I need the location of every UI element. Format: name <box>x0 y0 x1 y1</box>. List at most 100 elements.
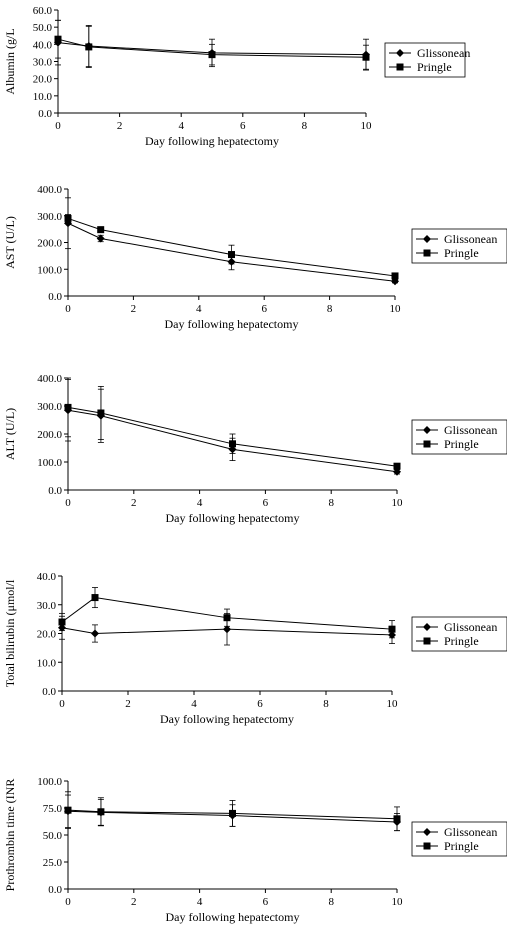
x-tick-label: 8 <box>323 698 329 710</box>
data-point <box>97 226 105 234</box>
legend-marker <box>423 828 431 836</box>
x-axis-label: Day following hepatectomy <box>166 511 300 525</box>
y-axis-label: AST (U/L) <box>3 216 17 269</box>
series-pringle <box>64 377 401 470</box>
data-point <box>85 43 93 51</box>
chart-panel-4: 0.0 10.0 20.0 30.0 40.0 0 2 4 6 8 10 Day following … <box>3 571 507 726</box>
data-point <box>64 806 72 814</box>
data-point <box>393 467 401 476</box>
y-tick-label: 300.0 <box>37 211 62 223</box>
data-point <box>91 629 99 638</box>
data-point <box>229 809 236 817</box>
data-point <box>393 815 401 823</box>
data-point <box>223 625 231 634</box>
x-tick-label: 10 <box>361 120 373 132</box>
series-line <box>57 38 367 58</box>
y-axis-label: ALT (U/L) <box>3 408 17 460</box>
legend-label: Pringle <box>417 60 452 74</box>
data-point <box>393 462 401 470</box>
legend-label: Pringle <box>444 634 479 648</box>
series-line <box>67 409 398 473</box>
x-tick-label: 6 <box>257 698 263 710</box>
legend-label: Glissonean <box>444 232 497 246</box>
series-pringle <box>64 214 399 280</box>
legend-box <box>384 42 466 78</box>
y-tick-label: 0.0 <box>48 884 62 896</box>
x-tick-label: 10 <box>390 303 402 315</box>
x-tick-label: 4 <box>196 303 202 315</box>
data-point <box>388 625 396 633</box>
chart-panel-5: 0.0 25.0 50.0 75.0 100.0 0 2 4 6 8 10 Day following… <box>3 776 507 924</box>
y-tick-label: 60.0 <box>33 5 53 17</box>
y-tick-label: 200.0 <box>37 238 62 250</box>
series-line <box>67 217 396 277</box>
legend-marker <box>423 842 431 850</box>
x-axis-label: Day following hepatectomy <box>160 712 294 726</box>
y-tick-label: 50.0 <box>43 830 63 842</box>
x-tick-label: 2 <box>131 303 137 315</box>
data-point <box>97 808 105 816</box>
x-tick-label: 10 <box>392 497 404 509</box>
x-tick-label: 2 <box>125 698 131 710</box>
y-tick-label: 25.0 <box>43 857 63 869</box>
chart-panel-3: 0.0 100.0 200.0 300.0 400.0 0 2 4 6 8 10 Day follow… <box>3 373 507 525</box>
y-tick-label: 300.0 <box>37 401 62 413</box>
y-tick-label: 100.0 <box>37 264 62 276</box>
x-tick-label: 10 <box>392 896 404 908</box>
data-point <box>97 409 105 417</box>
y-axis-label: Albumin (g/L <box>3 28 17 94</box>
series-pringle <box>58 587 396 639</box>
y-tick-label: 75.0 <box>43 803 63 815</box>
y-tick-label: 400.0 <box>37 373 62 385</box>
y-axis-label: Total bilirubin (μmol/l <box>3 579 17 687</box>
legend-marker <box>396 63 404 71</box>
x-tick-label: 6 <box>263 497 269 509</box>
legend-marker <box>423 426 431 434</box>
y-tick-label: 100.0 <box>37 457 62 469</box>
data-point <box>391 272 399 280</box>
x-tick-label: 0 <box>59 698 65 710</box>
legend-box <box>411 419 507 455</box>
x-tick-label: 4 <box>197 896 203 908</box>
legend-marker <box>423 440 431 448</box>
x-tick-label: 8 <box>327 303 333 315</box>
y-tick-label: 200.0 <box>37 429 62 441</box>
x-axis-label: Day following hepatectomy <box>165 317 299 331</box>
legend-marker <box>396 49 404 57</box>
data-point <box>64 403 72 411</box>
series-line <box>61 597 393 630</box>
legend-marker <box>423 623 431 631</box>
x-tick-label: 8 <box>328 896 334 908</box>
y-tick-label: 0.0 <box>48 291 62 303</box>
x-tick-label: 6 <box>261 303 267 315</box>
y-tick-label: 30.0 <box>33 57 53 69</box>
y-tick-label: 30.0 <box>37 600 57 612</box>
legend-label: Pringle <box>444 839 479 853</box>
series-pringle <box>64 791 401 832</box>
x-tick-label: 6 <box>263 896 269 908</box>
y-tick-label: 10.0 <box>37 657 57 669</box>
legend-marker <box>423 235 431 243</box>
data-point <box>223 614 231 622</box>
legend-box <box>411 228 507 264</box>
y-tick-label: 0.0 <box>42 686 56 698</box>
x-tick-label: 0 <box>65 303 71 315</box>
series-glissonean <box>64 378 401 476</box>
legend-marker <box>423 637 431 645</box>
legend-label: Glissonean <box>444 620 497 634</box>
chart-panel-1: 0.0 10.0 20.0 30.0 40.0 50.0 60.0 0 2 4 6 8 10 Day fo… <box>3 5 470 148</box>
x-tick-label: 4 <box>197 497 203 509</box>
data-point <box>362 53 370 61</box>
y-tick-label: 10.0 <box>33 91 53 103</box>
data-point <box>228 251 235 259</box>
series-line <box>67 810 398 823</box>
legend-box <box>411 821 507 857</box>
series-glissonean <box>64 197 399 286</box>
series-line <box>67 222 396 282</box>
legend-marker <box>423 249 431 257</box>
